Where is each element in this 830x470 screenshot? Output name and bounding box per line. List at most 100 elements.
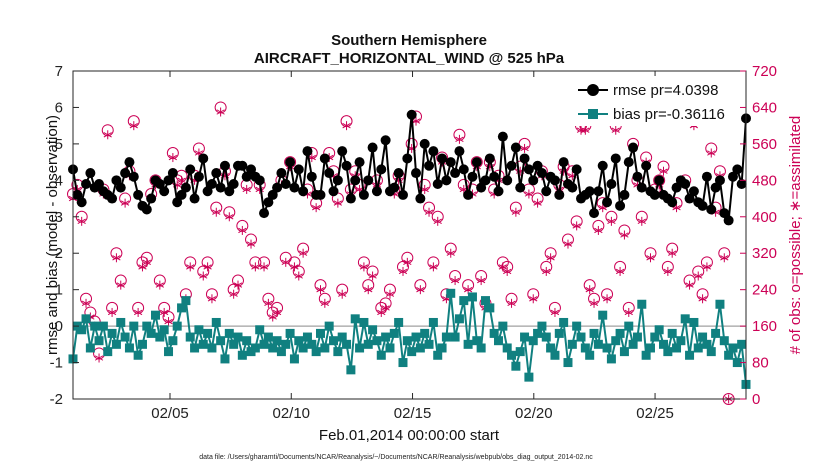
rmse-point xyxy=(228,178,239,189)
obs-assimilated-point xyxy=(503,266,512,276)
rmse-point xyxy=(94,178,105,189)
bias-point xyxy=(415,343,425,353)
bias-point xyxy=(606,354,616,364)
obs-assimilated-point xyxy=(589,298,599,308)
rmse-point xyxy=(324,168,335,179)
bias-point xyxy=(172,321,182,331)
bias-point xyxy=(424,339,434,349)
obs-assimilated-point xyxy=(268,312,277,322)
rmse-point xyxy=(76,197,87,208)
bias-point xyxy=(480,296,490,306)
bias-point xyxy=(229,339,239,349)
obs-assimilated-point xyxy=(403,257,412,267)
obs-assimilated-point xyxy=(446,248,455,258)
bias-point xyxy=(220,354,230,364)
obs-assimilated-point xyxy=(242,184,251,194)
rmse-point xyxy=(107,193,118,204)
bias-point xyxy=(137,339,147,349)
bias-point xyxy=(589,328,599,338)
obs-assimilated-point xyxy=(333,198,343,208)
rmse-point xyxy=(389,182,400,193)
rmse-point xyxy=(497,131,508,142)
rmse-point xyxy=(337,146,348,157)
obs-assimilated-point xyxy=(298,248,308,258)
rmse-point xyxy=(124,157,135,168)
bias-point xyxy=(233,332,243,342)
obs-assimilated-point xyxy=(338,289,347,299)
rmse-point xyxy=(714,175,725,186)
bias-point xyxy=(667,328,677,338)
obs-assimilated-point xyxy=(663,266,672,276)
obs-assimilated-point xyxy=(186,262,195,272)
bias-point xyxy=(515,347,525,357)
rmse-point xyxy=(202,186,213,197)
rmse-point xyxy=(567,182,578,193)
rmse-point xyxy=(241,171,252,182)
y2-axis-label: # of obs: o=possible; ∗=assimilated xyxy=(787,116,804,355)
bias-point xyxy=(463,339,473,349)
rmse-point xyxy=(267,189,278,200)
rmse-point xyxy=(706,204,717,215)
bias-point xyxy=(559,317,569,327)
bias-point xyxy=(116,317,126,327)
obs-assimilated-point xyxy=(620,230,629,240)
rmse-point xyxy=(176,189,187,200)
rmse-point xyxy=(463,189,474,200)
bias-point xyxy=(737,339,747,349)
obs-assimilated-point xyxy=(359,262,369,272)
bias-point xyxy=(342,339,352,349)
bias-point xyxy=(250,343,260,353)
obs-assimilated-point xyxy=(281,257,290,267)
obs-assimilated-point xyxy=(160,307,169,317)
rmse-point xyxy=(641,160,652,171)
obs-assimilated-point xyxy=(207,294,217,304)
bias-point xyxy=(550,350,560,360)
rmse-point xyxy=(215,182,226,193)
bias-point xyxy=(719,336,729,346)
obs-assimilated-point xyxy=(563,239,573,249)
obs-assimilated-point xyxy=(429,262,438,272)
obs-assimilated-point xyxy=(385,289,395,299)
legend-box xyxy=(572,76,740,126)
obs-assimilated-point xyxy=(229,289,238,299)
obs-assimilated-point xyxy=(107,307,117,317)
chart-title: Southern Hemisphere xyxy=(331,32,487,49)
bias-point xyxy=(394,317,404,327)
obs-assimilated-point xyxy=(624,307,633,317)
bias-point xyxy=(85,343,95,353)
rmse-point xyxy=(393,168,404,179)
bias-series-layer xyxy=(68,288,751,389)
obs-assimilated-point xyxy=(542,266,551,276)
rmse-point xyxy=(146,193,157,204)
y2-tick-label: 160 xyxy=(752,318,777,335)
rmse-point xyxy=(649,189,660,200)
rmse-point xyxy=(549,175,560,186)
bias-point xyxy=(168,336,178,346)
bias-point xyxy=(602,343,612,353)
obs-assimilated-point xyxy=(342,121,351,131)
legend-bias-label: bias pr=-0.36116 xyxy=(613,106,725,123)
rmse-point xyxy=(415,193,426,204)
bias-point xyxy=(528,336,538,346)
rmse-point xyxy=(293,164,304,175)
y2-tick-label: 640 xyxy=(752,99,777,116)
rmse-point xyxy=(671,182,682,193)
rmse-point xyxy=(154,178,165,189)
rmse-point xyxy=(224,186,235,197)
obs-assimilated-point xyxy=(659,166,668,176)
x-tick-label: 02/20 xyxy=(515,405,553,422)
bias-point xyxy=(302,332,312,342)
obs-assimilated-point xyxy=(112,253,121,263)
rmse-point xyxy=(688,186,699,197)
bias-point xyxy=(389,328,399,338)
rmse-point xyxy=(424,160,435,171)
obs-assimilated-point xyxy=(524,189,534,199)
legend-rmse-marker xyxy=(587,84,599,96)
obs-assimilated-point xyxy=(320,298,329,308)
bias-point xyxy=(133,350,143,360)
bias-point xyxy=(363,339,373,349)
obs-assimilated-point xyxy=(120,198,130,208)
rmse-point xyxy=(523,164,534,175)
y2-tick-label: 80 xyxy=(752,355,769,372)
rmse-point xyxy=(697,200,708,211)
